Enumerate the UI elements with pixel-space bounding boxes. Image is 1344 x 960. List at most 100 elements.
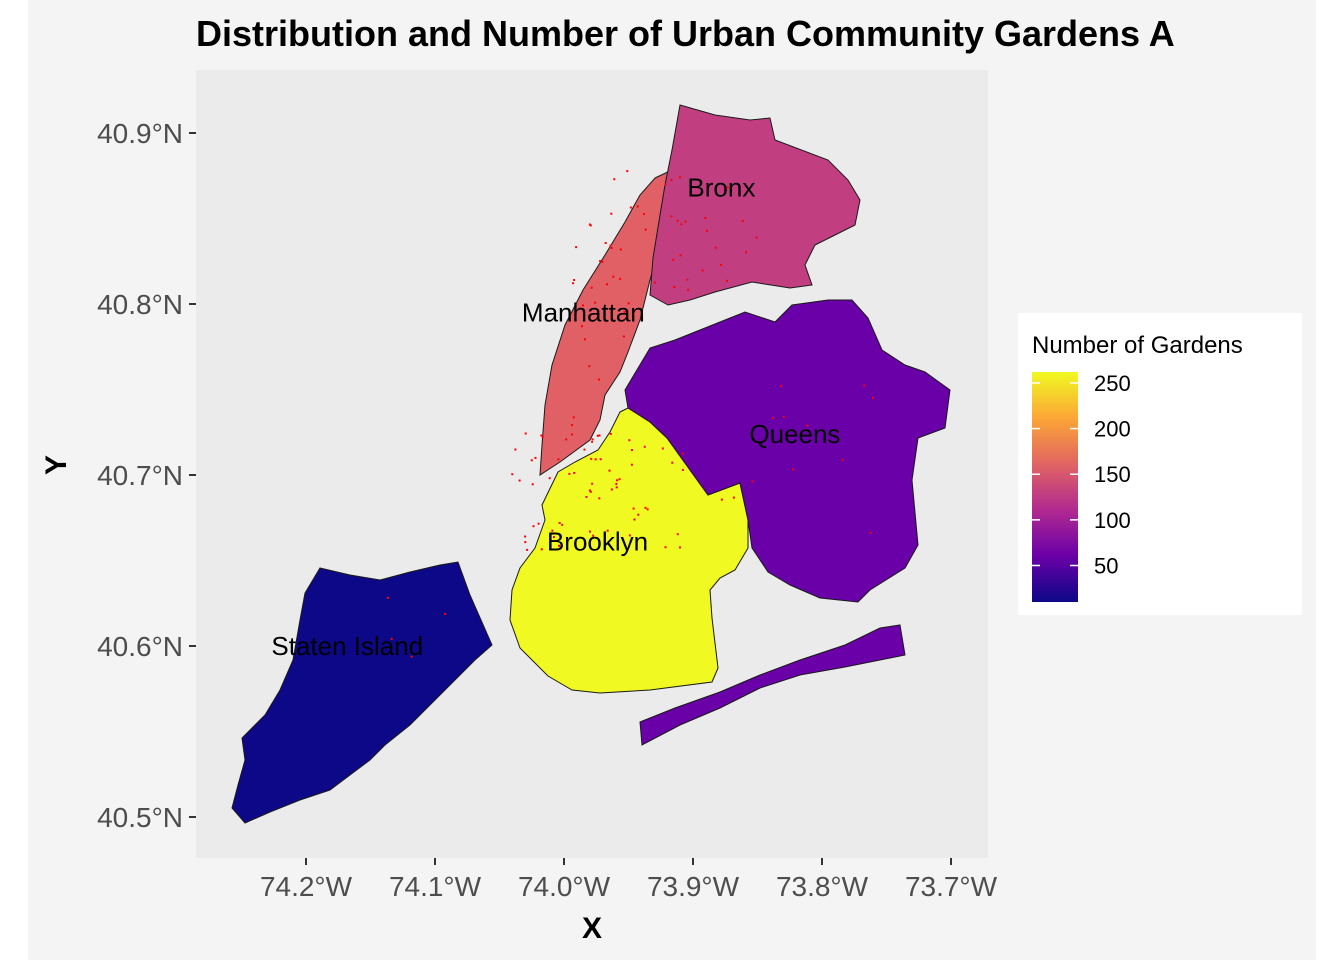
garden-point bbox=[558, 544, 560, 547]
garden-point bbox=[792, 468, 795, 471]
region-label-brooklyn: Brooklyn bbox=[547, 527, 648, 557]
x-axis-label: X bbox=[582, 912, 602, 945]
region-bronx[interactable] bbox=[649, 104, 861, 306]
garden-point bbox=[670, 179, 673, 182]
garden-point bbox=[755, 236, 758, 239]
borough-labels: Manhattan Bronx Brooklyn Queens Staten Islan… bbox=[271, 173, 840, 661]
garden-point bbox=[610, 212, 613, 215]
garden-point bbox=[618, 478, 621, 481]
garden-point bbox=[661, 447, 664, 450]
region-queens-rockaway bbox=[639, 624, 906, 746]
garden-point bbox=[643, 445, 646, 448]
garden-point bbox=[630, 463, 633, 466]
garden-point bbox=[599, 260, 602, 263]
garden-point bbox=[444, 613, 447, 615]
garden-point bbox=[553, 536, 555, 539]
garden-point bbox=[390, 637, 393, 640]
garden-point bbox=[637, 513, 640, 516]
garden-point bbox=[681, 469, 684, 471]
garden-point bbox=[524, 541, 527, 544]
garden-point bbox=[589, 224, 592, 227]
garden-point bbox=[628, 534, 631, 537]
garden-point bbox=[676, 219, 679, 222]
garden-point bbox=[622, 335, 625, 338]
garden-point bbox=[606, 283, 608, 286]
garden-point bbox=[511, 473, 514, 476]
legend-title: Number of Gardens bbox=[1032, 332, 1243, 359]
garden-point bbox=[591, 482, 594, 485]
garden-point bbox=[598, 497, 601, 500]
region-queens[interactable] bbox=[624, 299, 951, 603]
x-tick-label: 73.9°W bbox=[647, 871, 740, 902]
garden-point bbox=[608, 469, 611, 472]
garden-point bbox=[701, 269, 704, 272]
garden-point bbox=[615, 482, 618, 485]
garden-point bbox=[612, 275, 615, 278]
garden-point bbox=[591, 440, 594, 443]
garden-point bbox=[628, 439, 631, 442]
garden-point bbox=[592, 534, 595, 537]
garden-point bbox=[532, 525, 535, 528]
garden-point bbox=[745, 251, 747, 254]
garden-point bbox=[594, 301, 597, 304]
garden-point bbox=[741, 219, 744, 222]
garden-point bbox=[664, 546, 667, 549]
garden-point bbox=[619, 277, 622, 280]
garden-point bbox=[679, 254, 682, 257]
garden-points bbox=[386, 170, 874, 658]
y-axis-label: Y bbox=[40, 455, 73, 475]
garden-point bbox=[732, 496, 735, 499]
garden-point bbox=[629, 206, 632, 209]
garden-point bbox=[869, 531, 872, 534]
y-tick-label: 40.8°N bbox=[97, 289, 183, 320]
garden-point bbox=[673, 286, 676, 288]
garden-point bbox=[386, 596, 389, 599]
garden-point bbox=[598, 434, 601, 437]
garden-point bbox=[518, 479, 521, 482]
garden-point bbox=[524, 535, 527, 538]
garden-point bbox=[551, 529, 554, 532]
garden-point bbox=[704, 217, 707, 219]
garden-point bbox=[627, 302, 630, 305]
garden-point bbox=[780, 385, 783, 388]
garden-point bbox=[616, 479, 619, 482]
garden-point bbox=[573, 472, 576, 474]
garden-point bbox=[557, 458, 560, 461]
garden-point bbox=[590, 457, 593, 460]
garden-point bbox=[751, 480, 754, 483]
garden-point bbox=[676, 533, 679, 536]
garden-point bbox=[583, 448, 586, 451]
garden-point bbox=[541, 436, 544, 438]
garden-point bbox=[644, 506, 647, 509]
garden-point bbox=[540, 548, 543, 551]
y-tick-label: 40.6°N bbox=[97, 631, 183, 662]
garden-point bbox=[872, 396, 874, 399]
garden-point bbox=[623, 310, 626, 313]
garden-point bbox=[594, 458, 597, 461]
garden-point bbox=[537, 522, 540, 525]
garden-point bbox=[572, 416, 575, 419]
garden-point bbox=[619, 248, 622, 251]
garden-point bbox=[591, 438, 594, 441]
legend-tick-label: 200 bbox=[1094, 417, 1131, 442]
garden-point bbox=[588, 489, 591, 492]
region-label-bronx: Bronx bbox=[687, 173, 755, 203]
garden-point bbox=[684, 220, 687, 223]
garden-point bbox=[679, 176, 681, 179]
garden-point bbox=[644, 228, 647, 231]
garden-point bbox=[588, 365, 591, 368]
garden-point bbox=[679, 546, 681, 549]
garden-point bbox=[841, 458, 844, 461]
garden-point bbox=[584, 338, 586, 341]
region-label-manhattan: Manhattan bbox=[522, 298, 645, 328]
garden-point bbox=[548, 477, 551, 480]
garden-point bbox=[561, 523, 564, 526]
garden-point bbox=[782, 415, 785, 418]
garden-point bbox=[610, 247, 613, 249]
garden-point bbox=[671, 461, 674, 464]
garden-point bbox=[699, 180, 702, 183]
region-staten-island[interactable] bbox=[231, 561, 493, 824]
garden-point bbox=[687, 288, 690, 291]
garden-point bbox=[806, 424, 809, 427]
